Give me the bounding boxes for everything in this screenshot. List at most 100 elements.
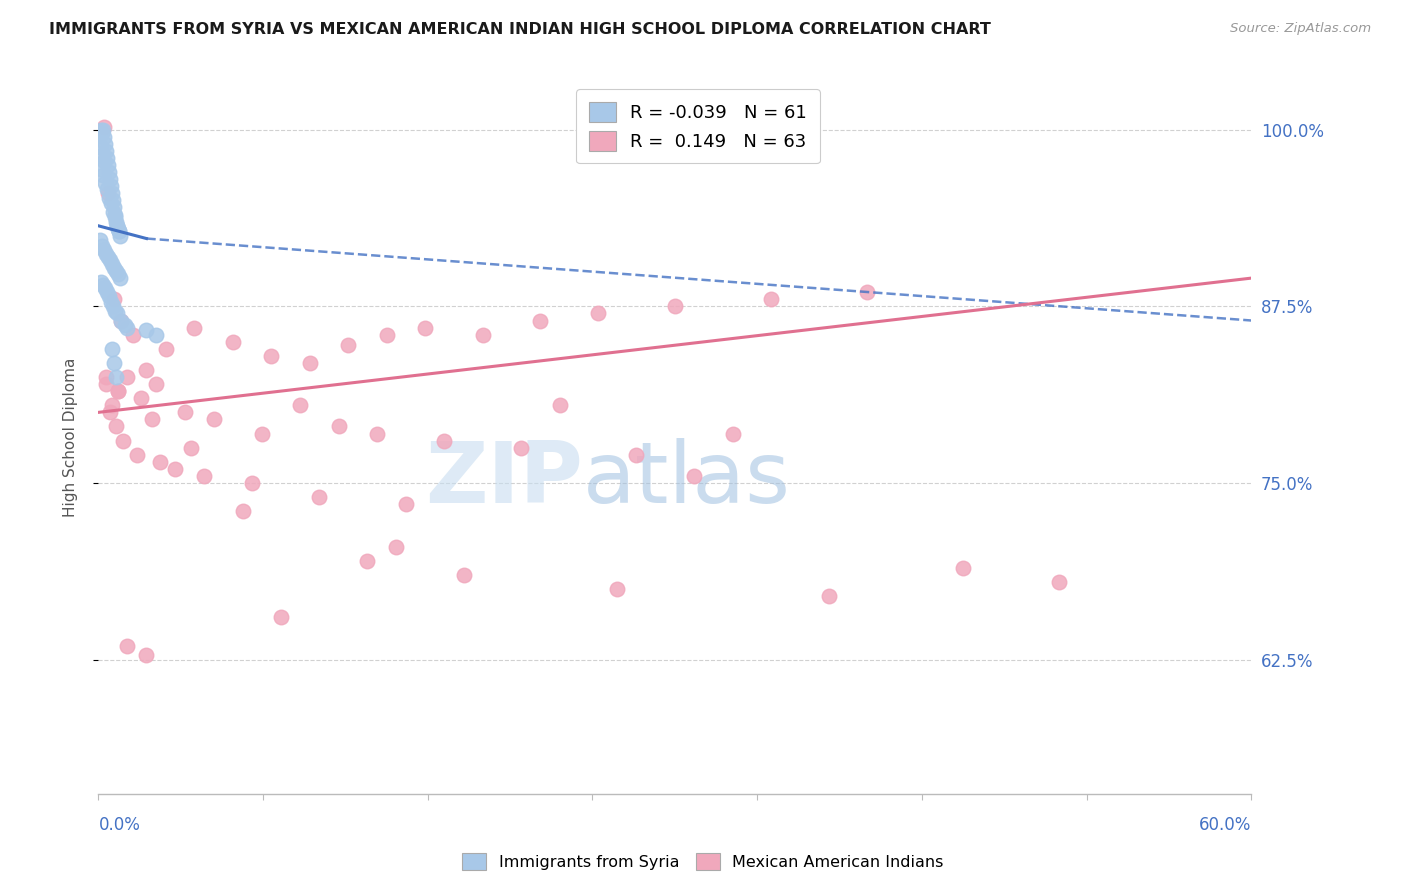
Point — [104, 264, 127, 278]
Point — [94, 136, 117, 151]
Text: atlas: atlas — [582, 438, 790, 522]
Point — [125, 448, 148, 462]
Point — [114, 318, 136, 332]
Point — [104, 419, 127, 434]
Point — [290, 398, 312, 412]
Point — [101, 257, 124, 271]
Point — [89, 139, 111, 153]
Point — [91, 168, 114, 182]
Point — [103, 356, 125, 370]
Point — [98, 190, 121, 204]
Point — [105, 219, 128, 233]
Point — [90, 122, 112, 136]
Point — [183, 320, 205, 334]
Point — [91, 126, 114, 140]
Point — [91, 238, 114, 252]
Point — [664, 299, 686, 313]
Point — [94, 247, 117, 261]
Text: IMMIGRANTS FROM SYRIA VS MEXICAN AMERICAN INDIAN HIGH SCHOOL DIPLOMA CORRELATION: IMMIGRANTS FROM SYRIA VS MEXICAN AMERICA… — [49, 22, 991, 37]
Point — [108, 228, 131, 243]
Point — [107, 221, 129, 235]
Point — [107, 267, 129, 281]
Point — [721, 426, 744, 441]
Point — [174, 405, 197, 419]
Point — [1047, 574, 1070, 589]
Point — [93, 120, 115, 134]
Point — [93, 153, 115, 168]
Point — [93, 129, 115, 144]
Point — [385, 540, 408, 554]
Text: Source: ZipAtlas.com: Source: ZipAtlas.com — [1230, 22, 1371, 36]
Point — [952, 561, 974, 575]
Point — [529, 313, 551, 327]
Text: ZIP: ZIP — [425, 438, 582, 522]
Point — [101, 299, 124, 313]
Point — [433, 434, 456, 448]
Text: 0.0%: 0.0% — [98, 816, 141, 834]
Point — [108, 271, 131, 285]
Point — [683, 469, 706, 483]
Point — [104, 214, 127, 228]
Point — [107, 225, 129, 239]
Point — [145, 377, 167, 392]
Point — [97, 158, 120, 172]
Point — [180, 441, 202, 455]
Point — [96, 285, 118, 300]
Point — [298, 356, 321, 370]
Point — [110, 313, 132, 327]
Point — [155, 342, 177, 356]
Point — [100, 196, 122, 211]
Point — [165, 462, 187, 476]
Point — [104, 303, 127, 318]
Point — [110, 313, 132, 327]
Point — [94, 281, 117, 295]
Point — [89, 233, 111, 247]
Point — [626, 448, 648, 462]
Point — [135, 323, 157, 337]
Point — [606, 582, 628, 596]
Legend: R = -0.039   N = 61, R =  0.149   N = 63: R = -0.039 N = 61, R = 0.149 N = 63 — [576, 89, 820, 163]
Point — [586, 306, 609, 320]
Point — [149, 455, 172, 469]
Point — [122, 327, 145, 342]
Y-axis label: High School Diploma: High School Diploma — [63, 358, 77, 516]
Point — [104, 211, 127, 225]
Point — [98, 405, 121, 419]
Point — [104, 370, 127, 384]
Point — [105, 219, 128, 233]
Point — [413, 320, 436, 334]
Point — [97, 250, 120, 264]
Point — [112, 434, 135, 448]
Point — [356, 554, 378, 568]
Point — [510, 441, 533, 455]
Point — [100, 179, 122, 194]
Point — [101, 204, 124, 219]
Point — [98, 165, 121, 179]
Point — [100, 295, 122, 310]
Point — [129, 391, 152, 405]
Point — [94, 144, 117, 158]
Point — [395, 497, 418, 511]
Point — [90, 162, 112, 177]
Point — [240, 475, 263, 490]
Point — [101, 342, 124, 356]
Point — [471, 327, 494, 342]
Point — [101, 186, 124, 201]
Point — [337, 337, 360, 351]
Point — [91, 148, 114, 162]
Point — [453, 567, 475, 582]
Point — [105, 306, 128, 320]
Point — [97, 186, 120, 201]
Legend: Immigrants from Syria, Mexican American Indians: Immigrants from Syria, Mexican American … — [456, 847, 950, 877]
Point — [145, 327, 167, 342]
Point — [548, 398, 571, 412]
Point — [96, 182, 118, 196]
Point — [202, 412, 225, 426]
Point — [91, 122, 114, 136]
Point — [104, 207, 127, 221]
Point — [94, 177, 117, 191]
Point — [103, 201, 125, 215]
Point — [98, 252, 121, 267]
Point — [107, 384, 129, 399]
Point — [101, 398, 124, 412]
